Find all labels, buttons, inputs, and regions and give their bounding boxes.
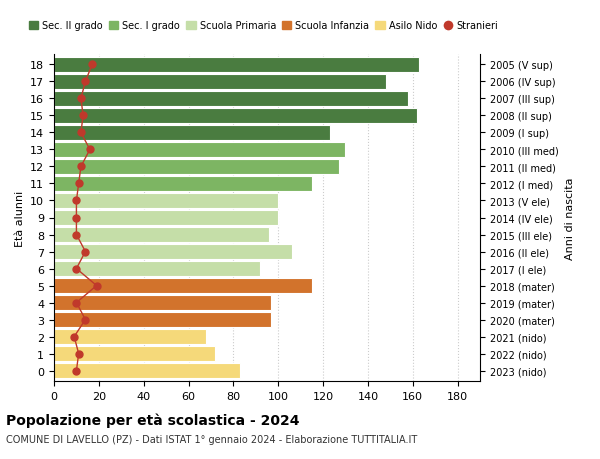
Bar: [54, 245, 292, 259]
Bar: [54, 279, 312, 293]
Point: [74, 350, 83, 358]
Point: [76, 129, 86, 137]
Point: [79, 112, 88, 120]
Point: [71, 231, 81, 239]
Bar: [54, 211, 278, 225]
Point: [70, 333, 79, 341]
Bar: [54, 330, 206, 344]
Point: [76, 163, 86, 171]
Bar: [54, 177, 312, 191]
Bar: [54, 75, 386, 90]
Point: [74, 180, 83, 188]
Text: COMUNE DI LAVELLO (PZ) - Dati ISTAT 1° gennaio 2024 - Elaborazione TUTTITALIA.IT: COMUNE DI LAVELLO (PZ) - Dati ISTAT 1° g…: [6, 434, 417, 444]
Point: [71, 299, 81, 307]
Bar: [54, 313, 271, 327]
Point: [71, 214, 81, 222]
Bar: [54, 194, 278, 208]
Bar: [54, 296, 271, 310]
Point: [76, 95, 86, 103]
Bar: [54, 347, 215, 361]
Bar: [54, 92, 408, 106]
Bar: [54, 126, 330, 140]
Text: Popolazione per età scolastica - 2024: Popolazione per età scolastica - 2024: [6, 413, 299, 428]
Legend: Sec. II grado, Sec. I grado, Scuola Primaria, Scuola Infanzia, Asilo Nido, Stran: Sec. II grado, Sec. I grado, Scuola Prim…: [25, 17, 502, 35]
Point: [88, 62, 97, 69]
Bar: [54, 143, 346, 157]
Y-axis label: Età alunni: Età alunni: [14, 190, 25, 246]
Bar: [54, 160, 339, 174]
Bar: [54, 364, 240, 378]
Point: [80, 248, 90, 256]
Point: [92, 282, 101, 290]
Point: [71, 197, 81, 205]
Y-axis label: Anni di nascita: Anni di nascita: [565, 177, 575, 259]
Point: [85, 146, 95, 154]
Bar: [54, 228, 269, 242]
Point: [80, 78, 90, 86]
Point: [71, 367, 81, 375]
Point: [71, 265, 81, 273]
Point: [80, 316, 90, 324]
Bar: [54, 262, 260, 276]
Bar: [54, 109, 417, 123]
Bar: [54, 58, 419, 73]
